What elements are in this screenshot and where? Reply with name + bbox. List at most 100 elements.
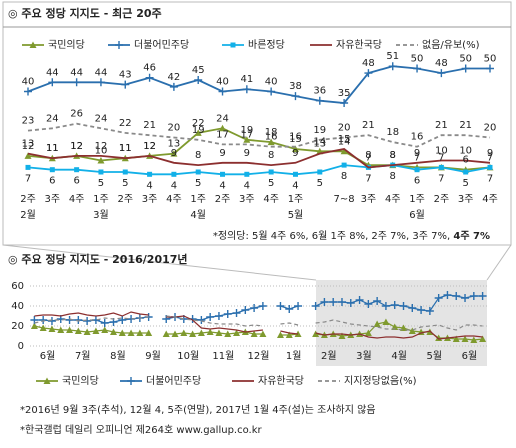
marker <box>438 164 444 170</box>
x-tick-label: 7월 <box>75 350 91 362</box>
data-label: 20 <box>168 123 181 134</box>
data-label: 5 <box>195 178 201 189</box>
data-label: 10 <box>435 146 448 157</box>
data-label: 24 <box>95 113 108 124</box>
data-label: 7 <box>414 152 420 163</box>
marker <box>285 305 294 313</box>
data-label: 14 <box>313 136 326 147</box>
marker <box>317 169 323 175</box>
marker <box>215 329 223 336</box>
legend-label: 국민의당 <box>48 39 85 51</box>
marker <box>312 330 320 337</box>
data-label: 19 <box>313 125 326 136</box>
series-line <box>27 164 491 176</box>
x-group-label: 6월 <box>409 209 425 221</box>
data-label: 11 <box>119 143 132 154</box>
marker <box>470 336 478 343</box>
marker <box>276 331 284 338</box>
x-tick-label: 4주 <box>166 194 182 205</box>
legend-label: 더불어민주당 <box>134 39 189 51</box>
marker <box>478 292 487 300</box>
marker <box>24 152 32 159</box>
data-label: 50 <box>484 54 497 65</box>
marker <box>97 157 105 164</box>
marker <box>232 309 241 317</box>
chart-title: ◎ 주요 정당 지지도 - 최근 20주 <box>8 6 162 20</box>
x-tick-label: 3주 <box>361 194 377 205</box>
marker <box>98 169 104 175</box>
x-group-label: 5월 <box>288 209 304 221</box>
x-tick-label: 2주 <box>434 194 450 205</box>
marker <box>285 331 293 338</box>
marker <box>355 296 364 304</box>
y-tick-label: 0 <box>18 341 24 352</box>
marker <box>48 78 57 87</box>
marker <box>180 329 188 336</box>
data-label: 21 <box>435 120 448 131</box>
data-label: 6 <box>414 176 420 187</box>
marker <box>413 64 422 73</box>
marker <box>100 319 109 327</box>
marker <box>47 317 56 325</box>
marker <box>337 298 346 306</box>
data-label: 12 <box>70 141 83 152</box>
marker <box>414 167 420 173</box>
marker <box>92 327 100 334</box>
data-label: 24 <box>216 113 229 124</box>
data-label: 26 <box>70 109 83 120</box>
marker <box>267 87 276 96</box>
data-label: 16 <box>411 132 424 143</box>
legend-label: 국민의당 <box>62 375 99 387</box>
marker <box>66 326 74 333</box>
data-label: 18 <box>386 127 399 138</box>
marker <box>294 302 303 310</box>
series-line <box>34 311 483 340</box>
marker <box>373 320 381 327</box>
chart-title: ◎ 주요 정당 지지도 - 2016/2017년 <box>8 252 188 266</box>
data-label: 4 <box>292 180 298 191</box>
marker <box>425 307 434 315</box>
marker <box>118 329 126 336</box>
marker <box>25 164 31 170</box>
x-tick-label: 8월 <box>110 350 126 362</box>
marker <box>194 129 202 136</box>
x-tick-label: 6월 <box>462 350 478 362</box>
marker <box>230 42 236 48</box>
data-label: 7 <box>365 173 371 184</box>
marker <box>171 171 177 177</box>
marker <box>434 294 443 302</box>
marker <box>364 300 373 308</box>
data-label: 22 <box>119 118 132 129</box>
data-label: 11 <box>46 143 59 154</box>
marker <box>250 304 259 312</box>
data-label: 7 <box>438 173 444 184</box>
data-label: 9 <box>219 148 225 159</box>
x-tick-label: 3주 <box>45 194 61 205</box>
x-tick-label: 4주 <box>69 194 85 205</box>
marker <box>195 169 201 175</box>
data-label: 12 <box>22 141 35 152</box>
data-label: 12 <box>95 141 108 152</box>
data-label: 44 <box>46 67 59 78</box>
data-label: 42 <box>168 72 181 83</box>
footnote: *한국갤럽 데일리 오피니언 제264호 www.gallup.co.kr <box>20 424 263 436</box>
marker <box>461 64 470 73</box>
marker <box>49 167 55 173</box>
marker <box>311 302 320 310</box>
legend-label: 지지정당없음(%) <box>344 374 417 387</box>
data-label: 19 <box>240 125 253 136</box>
x-tick-label: 3월 <box>356 350 372 362</box>
marker <box>223 310 232 318</box>
marker <box>329 298 338 306</box>
data-label: 10 <box>95 146 108 157</box>
marker <box>74 167 80 173</box>
marker <box>243 136 251 143</box>
data-label: 5 <box>317 178 323 189</box>
data-label: 5 <box>462 178 468 189</box>
marker <box>189 330 197 337</box>
marker <box>224 330 232 337</box>
x-group-label: 2월 <box>20 209 36 221</box>
x-tick-label: 1주 <box>190 194 206 205</box>
x-tick-label: 6월 <box>40 350 56 362</box>
marker <box>364 329 372 336</box>
